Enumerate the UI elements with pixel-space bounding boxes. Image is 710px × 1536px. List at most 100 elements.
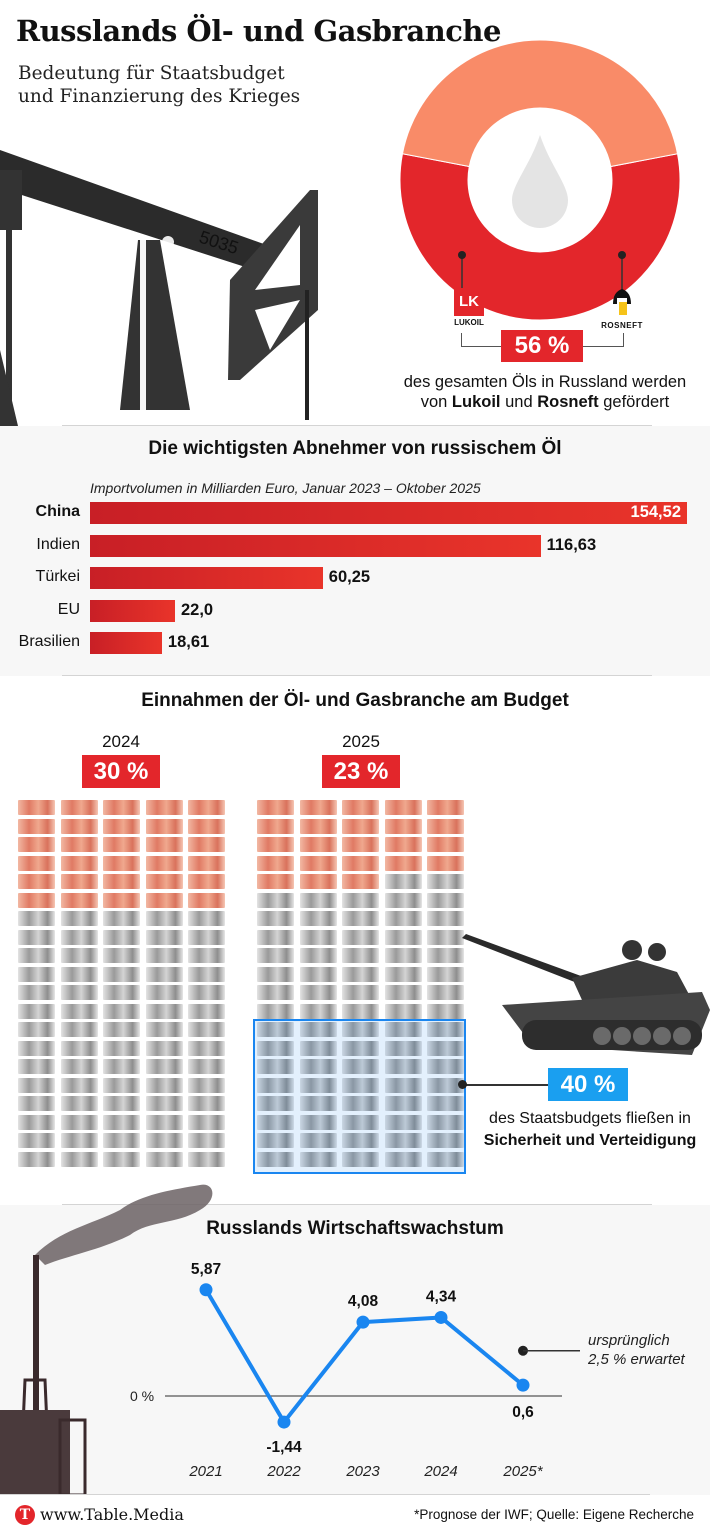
banknote-other-revenue: [18, 929, 55, 945]
x-tick-label: 2023: [345, 1463, 380, 1480]
banknote-other-revenue: [257, 948, 294, 963]
banknote-oil-gas-revenue: [342, 874, 379, 889]
banknote-other-revenue: [145, 1114, 183, 1130]
banknote-other-revenue: [188, 985, 225, 1000]
bar-chart: China 154,52 Indien 116,63 Türkei 60,25 EU 22,0…: [0, 502, 710, 662]
bar-category-label: Indien: [36, 535, 80, 553]
banknote-oil-gas-revenue: [299, 874, 337, 889]
donut-slice-lukoil-rosneft: [399, 153, 681, 320]
banknote-other-revenue: [145, 948, 183, 963]
banknote-other-revenue: [18, 1040, 55, 1056]
year-2025-share-badge: 23 %: [322, 755, 400, 788]
banknote-other-revenue: [18, 1077, 55, 1093]
banknote-other-revenue: [188, 1022, 225, 1037]
banknote-other-revenue: [427, 1096, 464, 1111]
banknote-oil-gas-revenue: [299, 855, 337, 871]
x-tick-label: 2024: [423, 1463, 457, 1480]
banknote-other-revenue: [342, 1077, 379, 1093]
banknote-oil-gas-revenue: [188, 855, 225, 871]
banknote-other-revenue: [257, 966, 294, 982]
banknote-oil-gas-revenue: [384, 800, 422, 815]
rosneft-logo: ROSNEFT: [590, 288, 654, 330]
banknote-other-revenue: [103, 1151, 140, 1167]
banknote-other-revenue: [257, 1059, 294, 1074]
x-tick-label: 2025*: [502, 1463, 543, 1480]
data-label: 0,6: [512, 1404, 534, 1421]
data-point-2021: [199, 1283, 213, 1297]
banknote-other-revenue: [145, 1151, 183, 1167]
banknote-other-revenue: [103, 1077, 140, 1093]
section-divider: [62, 425, 652, 426]
banknote-other-revenue: [427, 892, 464, 908]
banknote-other-revenue: [384, 1022, 422, 1037]
banknote-other-revenue: [60, 985, 98, 1000]
banknote-other-revenue: [299, 948, 337, 963]
bar-category-label: Brasilien: [18, 633, 80, 650]
banknote-other-revenue: [145, 1133, 183, 1148]
banknote-other-revenue: [299, 1151, 337, 1167]
banknote-oil-gas-revenue: [299, 800, 337, 815]
x-tick-label: 2022: [266, 1463, 301, 1480]
banknote-other-revenue: [188, 1096, 225, 1111]
banknote-other-revenue: [427, 929, 464, 945]
banknote-oil-gas-revenue: [145, 855, 183, 871]
banknote-other-revenue: [60, 1133, 98, 1148]
banknote-other-revenue: [257, 985, 294, 1000]
banknote-other-revenue: [342, 1114, 379, 1130]
page-subtitle: Bedeutung für Staatsbudget und Finanzier…: [18, 62, 378, 108]
banknote-oil-gas-revenue: [103, 855, 140, 871]
banknote-other-revenue: [257, 1077, 294, 1093]
banknote-other-revenue: [342, 966, 379, 982]
banknote-other-revenue: [18, 1059, 55, 1074]
brand-link[interactable]: www.Table.Media: [40, 1505, 184, 1524]
banknote-other-revenue: [103, 911, 140, 926]
banknote-other-revenue: [257, 929, 294, 945]
banknote-other-revenue: [299, 1077, 337, 1093]
banknote-oil-gas-revenue: [188, 874, 225, 889]
banknote-oil-gas-revenue: [188, 892, 225, 908]
banknote-other-revenue: [257, 1096, 294, 1111]
section-divider: [62, 675, 652, 676]
banknote-other-revenue: [257, 1133, 294, 1148]
pump-jack-illustration: 5035: [0, 150, 318, 426]
banknote-other-revenue: [103, 1096, 140, 1111]
banknote-other-revenue: [384, 1077, 422, 1093]
banknote-other-revenue: [103, 1040, 140, 1056]
bar-chart-subtitle: Importvolumen in Milliarden Euro, Januar…: [90, 480, 481, 496]
banknote-other-revenue: [299, 1003, 337, 1019]
banknote-other-revenue: [257, 1022, 294, 1037]
banknote-other-revenue: [384, 1151, 422, 1167]
banknote-other-revenue: [188, 1133, 225, 1148]
banknote-other-revenue: [427, 1022, 464, 1037]
bar-indien: [90, 534, 541, 557]
banknote-oil-gas-revenue: [384, 818, 422, 834]
data-label: 4,34: [426, 1288, 457, 1305]
banknote-other-revenue: [145, 1077, 183, 1093]
banknote-oil-gas-revenue: [145, 818, 183, 834]
banknote-oil-gas-revenue: [145, 800, 183, 815]
bar-value-label: 116,63: [546, 535, 597, 554]
banknote-other-revenue: [60, 1114, 98, 1130]
banknote-oil-gas-revenue: [103, 818, 140, 834]
banknote-other-revenue: [188, 1059, 225, 1074]
banknote-other-revenue: [384, 892, 422, 908]
bar-value-label: 60,25: [328, 568, 371, 586]
bar-brasilien: [90, 632, 162, 654]
banknote-other-revenue: [299, 1114, 337, 1130]
banknote-oil-gas-revenue: [257, 837, 294, 852]
bar-china: [90, 502, 687, 524]
rosneft-emblem-icon: [613, 289, 631, 315]
refinery-illustration: [0, 1184, 213, 1495]
banknote-other-revenue: [103, 985, 140, 1000]
bar-chart-title: Die wichtigsten Abnehmer von russischem …: [148, 438, 562, 459]
donut-caption: des gesamten Öls in Russland werden von …: [380, 372, 710, 412]
banknote-oil-gas-revenue: [60, 855, 98, 871]
defense-connector: [462, 1084, 550, 1086]
subtitle-line-1: Bedeutung für Staatsbudget: [18, 63, 285, 84]
banknote-other-revenue: [384, 966, 422, 982]
banknote-other-revenue: [257, 1040, 294, 1056]
defense-share-badge: 40 %: [548, 1068, 628, 1101]
banknote-other-revenue: [299, 1096, 337, 1111]
data-label: 5,87: [191, 1261, 221, 1278]
line-chart-title: Russlands Wirtschaftswachstum: [206, 1218, 504, 1239]
